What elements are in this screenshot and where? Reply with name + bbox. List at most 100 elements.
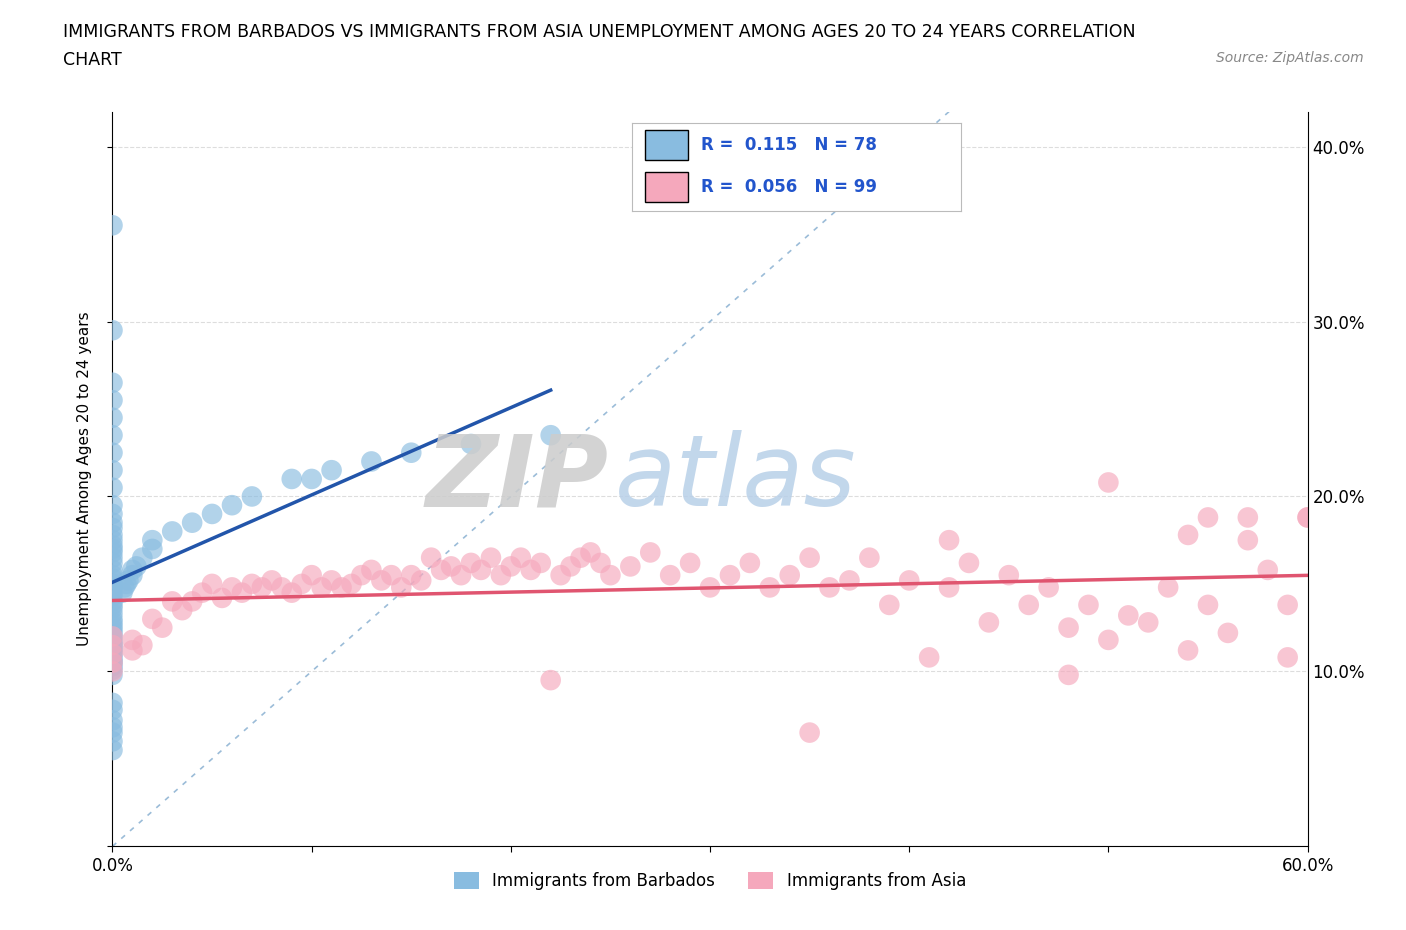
Point [231, 585, 253, 600]
Point [101, 323, 124, 338]
Point [589, 555, 612, 570]
Point [101, 580, 124, 595]
Point [1018, 597, 1040, 612]
Point [759, 580, 782, 595]
Point [101, 428, 124, 443]
Point [150, 620, 173, 635]
Point [117, 573, 139, 588]
Point [101, 533, 124, 548]
Point [281, 585, 304, 600]
Point [401, 445, 423, 460]
Point [101, 646, 124, 661]
Point [101, 563, 124, 578]
Point [101, 641, 124, 656]
Point [101, 601, 124, 616]
Point [360, 454, 382, 469]
Text: Source: ZipAtlas.com: Source: ZipAtlas.com [1216, 51, 1364, 65]
Point [101, 658, 124, 673]
Point [540, 428, 562, 443]
Point [599, 567, 621, 582]
Point [569, 551, 592, 565]
Point [101, 638, 124, 653]
Point [260, 573, 283, 588]
Point [101, 376, 124, 391]
Point [101, 507, 124, 522]
Point [101, 611, 124, 626]
Point [240, 489, 263, 504]
Point [101, 654, 124, 669]
Point [221, 498, 243, 512]
Point [540, 672, 562, 687]
Point [470, 563, 492, 578]
Point [101, 713, 124, 728]
Point [101, 720, 124, 735]
Point [101, 664, 124, 679]
Point [330, 580, 353, 595]
Point [1237, 533, 1260, 548]
Point [779, 567, 801, 582]
Point [211, 591, 233, 605]
Point [131, 638, 153, 653]
Point [938, 580, 960, 595]
Point [101, 656, 124, 671]
Point [1177, 527, 1199, 542]
Point [191, 585, 214, 600]
Point [321, 573, 343, 588]
Point [389, 580, 412, 595]
Point [1277, 650, 1299, 665]
Point [121, 567, 143, 582]
Point [101, 629, 124, 644]
Point [799, 551, 821, 565]
Point [101, 643, 124, 658]
Point [659, 567, 682, 582]
Point [101, 585, 124, 600]
Point [301, 472, 323, 486]
Point [281, 472, 304, 486]
Point [101, 622, 124, 637]
Point [738, 555, 761, 570]
Point [699, 580, 721, 595]
Point [101, 527, 124, 542]
Point [101, 551, 124, 565]
Point [101, 615, 124, 630]
Point [101, 650, 124, 665]
Legend: Immigrants from Barbados, Immigrants from Asia: Immigrants from Barbados, Immigrants fro… [447, 865, 973, 897]
Point [101, 577, 124, 591]
Point [340, 577, 363, 591]
Point [718, 567, 741, 582]
Point [101, 541, 124, 556]
Point [101, 702, 124, 717]
Point [1118, 608, 1140, 623]
Point [101, 498, 124, 512]
Point [1137, 615, 1160, 630]
Point [250, 580, 273, 595]
Point [101, 555, 124, 570]
Point [370, 573, 392, 588]
Point [550, 567, 572, 582]
Point [121, 643, 143, 658]
Point [101, 410, 124, 425]
Point [101, 589, 124, 604]
Point [101, 662, 124, 677]
Text: CHART: CHART [63, 51, 122, 69]
Point [450, 567, 472, 582]
Point [101, 218, 124, 232]
Point [818, 580, 841, 595]
Point [1216, 626, 1239, 641]
Point [162, 594, 183, 609]
Point [101, 571, 124, 586]
Point [101, 638, 124, 653]
Point [858, 551, 880, 565]
Point [998, 567, 1021, 582]
Point [1157, 580, 1180, 595]
Point [560, 559, 582, 574]
Point [181, 594, 204, 609]
Point [101, 392, 124, 407]
Point [125, 559, 148, 574]
Point [141, 541, 163, 556]
Text: atlas: atlas [614, 431, 856, 527]
Point [101, 480, 124, 495]
Point [1057, 620, 1080, 635]
Point [201, 577, 224, 591]
Point [101, 668, 124, 683]
